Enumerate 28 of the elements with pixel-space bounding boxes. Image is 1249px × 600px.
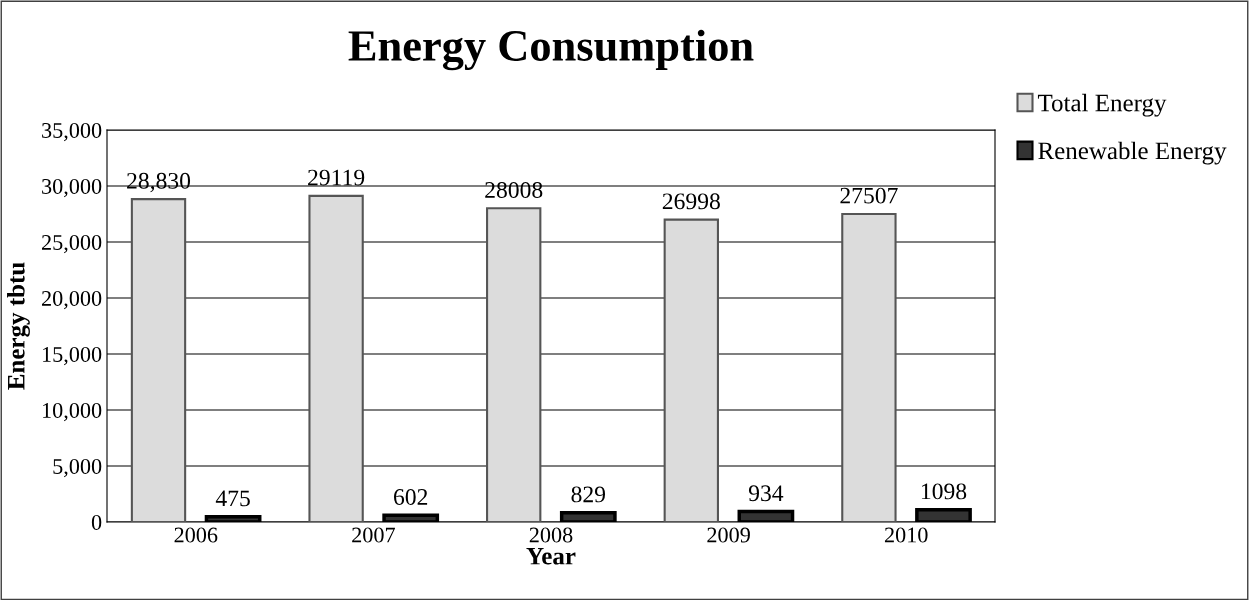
x-tick-label: 2009 [707, 527, 750, 543]
data-label: 28008 [485, 182, 543, 198]
y-tick-label: 35,000 [42, 122, 102, 142]
y-tick-label: 25,000 [42, 234, 102, 254]
x-tick-label: 2007 [352, 527, 395, 543]
y-tick-label: 30,000 [42, 178, 102, 198]
y-tick-label: 10,000 [42, 402, 102, 422]
data-label: 27507 [840, 187, 898, 204]
legend-label: Renewable Energy [1038, 141, 1227, 165]
x-axis-title: Year [526, 547, 576, 565]
x-tick-label: 2010 [884, 527, 928, 543]
chart-title: Energy Consumption [348, 29, 754, 71]
data-label: 602 [394, 488, 428, 505]
data-label: 29119 [308, 169, 365, 186]
data-label: 28,830 [127, 172, 191, 193]
data-label: 26998 [662, 193, 720, 210]
x-tick-label: 2006 [174, 527, 218, 543]
legend-label: Total Energy [1037, 93, 1167, 117]
y-axis-title: Energy tbtu [7, 262, 30, 390]
data-label: 1098 [921, 483, 967, 500]
y-tick-label: 20,000 [42, 290, 102, 310]
data-label: 934 [748, 485, 784, 502]
data-label: 829 [571, 486, 606, 503]
y-tick-label: 15,000 [42, 346, 102, 366]
data-label: 475 [215, 490, 250, 507]
y-tick-label: 5,000 [53, 458, 102, 478]
y-tick-label: 0 [91, 514, 102, 530]
x-tick-label: 2008 [529, 527, 573, 543]
